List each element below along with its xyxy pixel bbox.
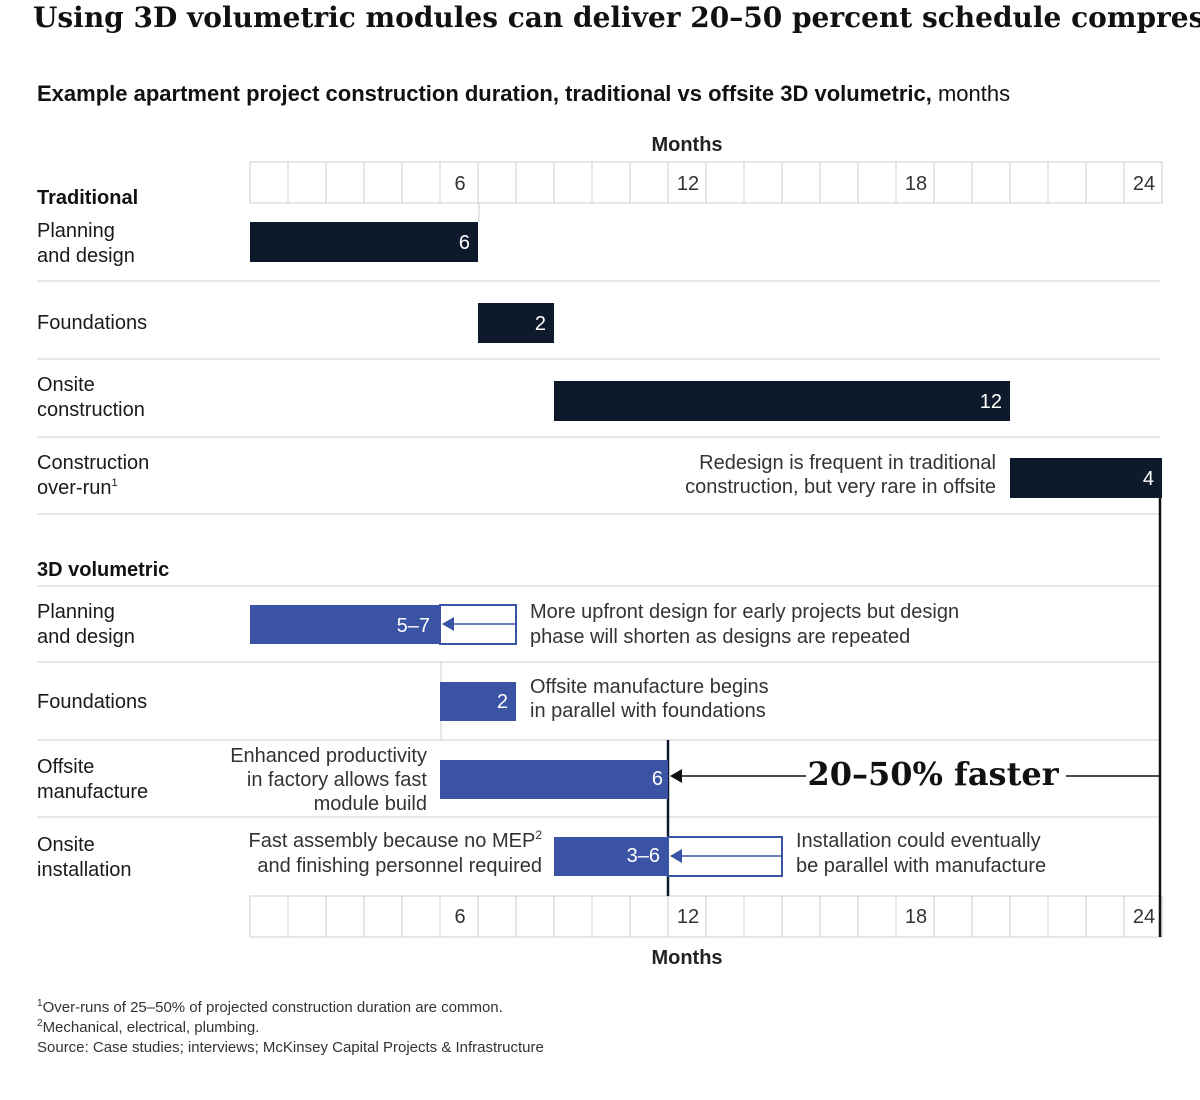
- footnote: 1Over-runs of 25–50% of projected constr…: [37, 998, 503, 1016]
- bar-value-label: 12: [980, 391, 1002, 413]
- annotation-note: in parallel with foundations: [530, 700, 766, 722]
- axis-tick-label: 18: [905, 906, 927, 928]
- callout-text: 20–50% faster: [807, 755, 1059, 793]
- bar-value-label: 2: [535, 313, 546, 335]
- annotation-note: Redesign is frequent in traditional: [699, 452, 996, 474]
- bar-volumetric: [250, 605, 440, 644]
- bar-volumetric: [440, 760, 668, 799]
- task-label-volumetric-3: installation: [37, 859, 132, 881]
- bar-traditional: [554, 381, 1010, 421]
- task-label-volumetric-2: Offsite: [37, 756, 94, 778]
- task-label-traditional-3: over-run1: [37, 477, 118, 499]
- callout-arrow-head: [670, 769, 682, 783]
- bar-value-label: 3–6: [627, 845, 660, 867]
- axis-tick-label: 6: [454, 906, 465, 928]
- task-label-volumetric-1: Foundations: [37, 691, 147, 713]
- axis-scale: [249, 895, 1163, 938]
- axis-scale: [249, 161, 1163, 204]
- axis-tick-label: 6: [454, 173, 465, 195]
- bar-traditional: [1010, 458, 1162, 498]
- bar-volumetric: [554, 837, 668, 876]
- group-label-volumetric: 3D volumetric: [37, 559, 169, 581]
- bar-value-label: 5–7: [397, 615, 430, 637]
- bar-value-label: 6: [652, 768, 663, 790]
- annotation-note: module build: [314, 793, 427, 815]
- task-label-volumetric-0: and design: [37, 626, 135, 648]
- annotation-note: Installation could eventually: [796, 830, 1041, 852]
- task-label-traditional-2: Onsite: [37, 374, 95, 396]
- footnote: 2Mechanical, electrical, plumbing.: [37, 1018, 259, 1036]
- axis-tick-label: 12: [677, 906, 699, 928]
- group-label-traditional: Traditional: [37, 187, 138, 209]
- annotation-note: in factory allows fast: [247, 769, 428, 791]
- axis-tick-label: 24: [1133, 173, 1155, 195]
- annotation-note: be parallel with manufacture: [796, 855, 1046, 877]
- task-label-traditional-2: construction: [37, 399, 145, 421]
- bar-value-label: 4: [1143, 468, 1154, 490]
- task-label-traditional-0: and design: [37, 245, 135, 267]
- bar-volumetric: [440, 682, 516, 721]
- headline: Using 3D volumetric modules can deliver …: [33, 1, 1200, 34]
- bar-value-label: 6: [459, 232, 470, 254]
- task-label-traditional-1: Foundations: [37, 312, 147, 334]
- bar-traditional: [478, 303, 554, 343]
- task-label-volumetric-2: manufacture: [37, 781, 148, 803]
- annotation-note: and finishing personnel required: [257, 855, 542, 877]
- range-arrow-head: [670, 849, 682, 863]
- annotation-note: Fast assembly because no MEP2: [249, 828, 543, 852]
- task-label-volumetric-3: Onsite: [37, 834, 95, 856]
- range-arrow-head: [442, 617, 454, 631]
- axis-title: Months: [651, 134, 722, 156]
- footnote: Source: Case studies; interviews; McKins…: [37, 1039, 544, 1056]
- task-label-traditional-0: Planning: [37, 220, 115, 242]
- bar-value-label: 2: [497, 691, 508, 713]
- axis-tick-label: 12: [677, 173, 699, 195]
- annotation-note: Offsite manufacture begins: [530, 676, 769, 698]
- annotation-note: Enhanced productivity: [230, 745, 427, 767]
- axis-tick-label: 18: [905, 173, 927, 195]
- chart-subtitle: Example apartment project construction d…: [37, 81, 1010, 106]
- task-label-volumetric-0: Planning: [37, 601, 115, 623]
- task-label-traditional-3: Construction: [37, 452, 149, 474]
- axis-title: Months: [651, 947, 722, 969]
- annotation-note: phase will shorten as designs are repeat…: [530, 626, 910, 648]
- bar-traditional: [250, 222, 478, 262]
- axis-tick-label: 24: [1133, 906, 1155, 928]
- annotation-note: construction, but very rare in offsite: [685, 476, 996, 498]
- annotation-note: More upfront design for early projects b…: [530, 601, 959, 623]
